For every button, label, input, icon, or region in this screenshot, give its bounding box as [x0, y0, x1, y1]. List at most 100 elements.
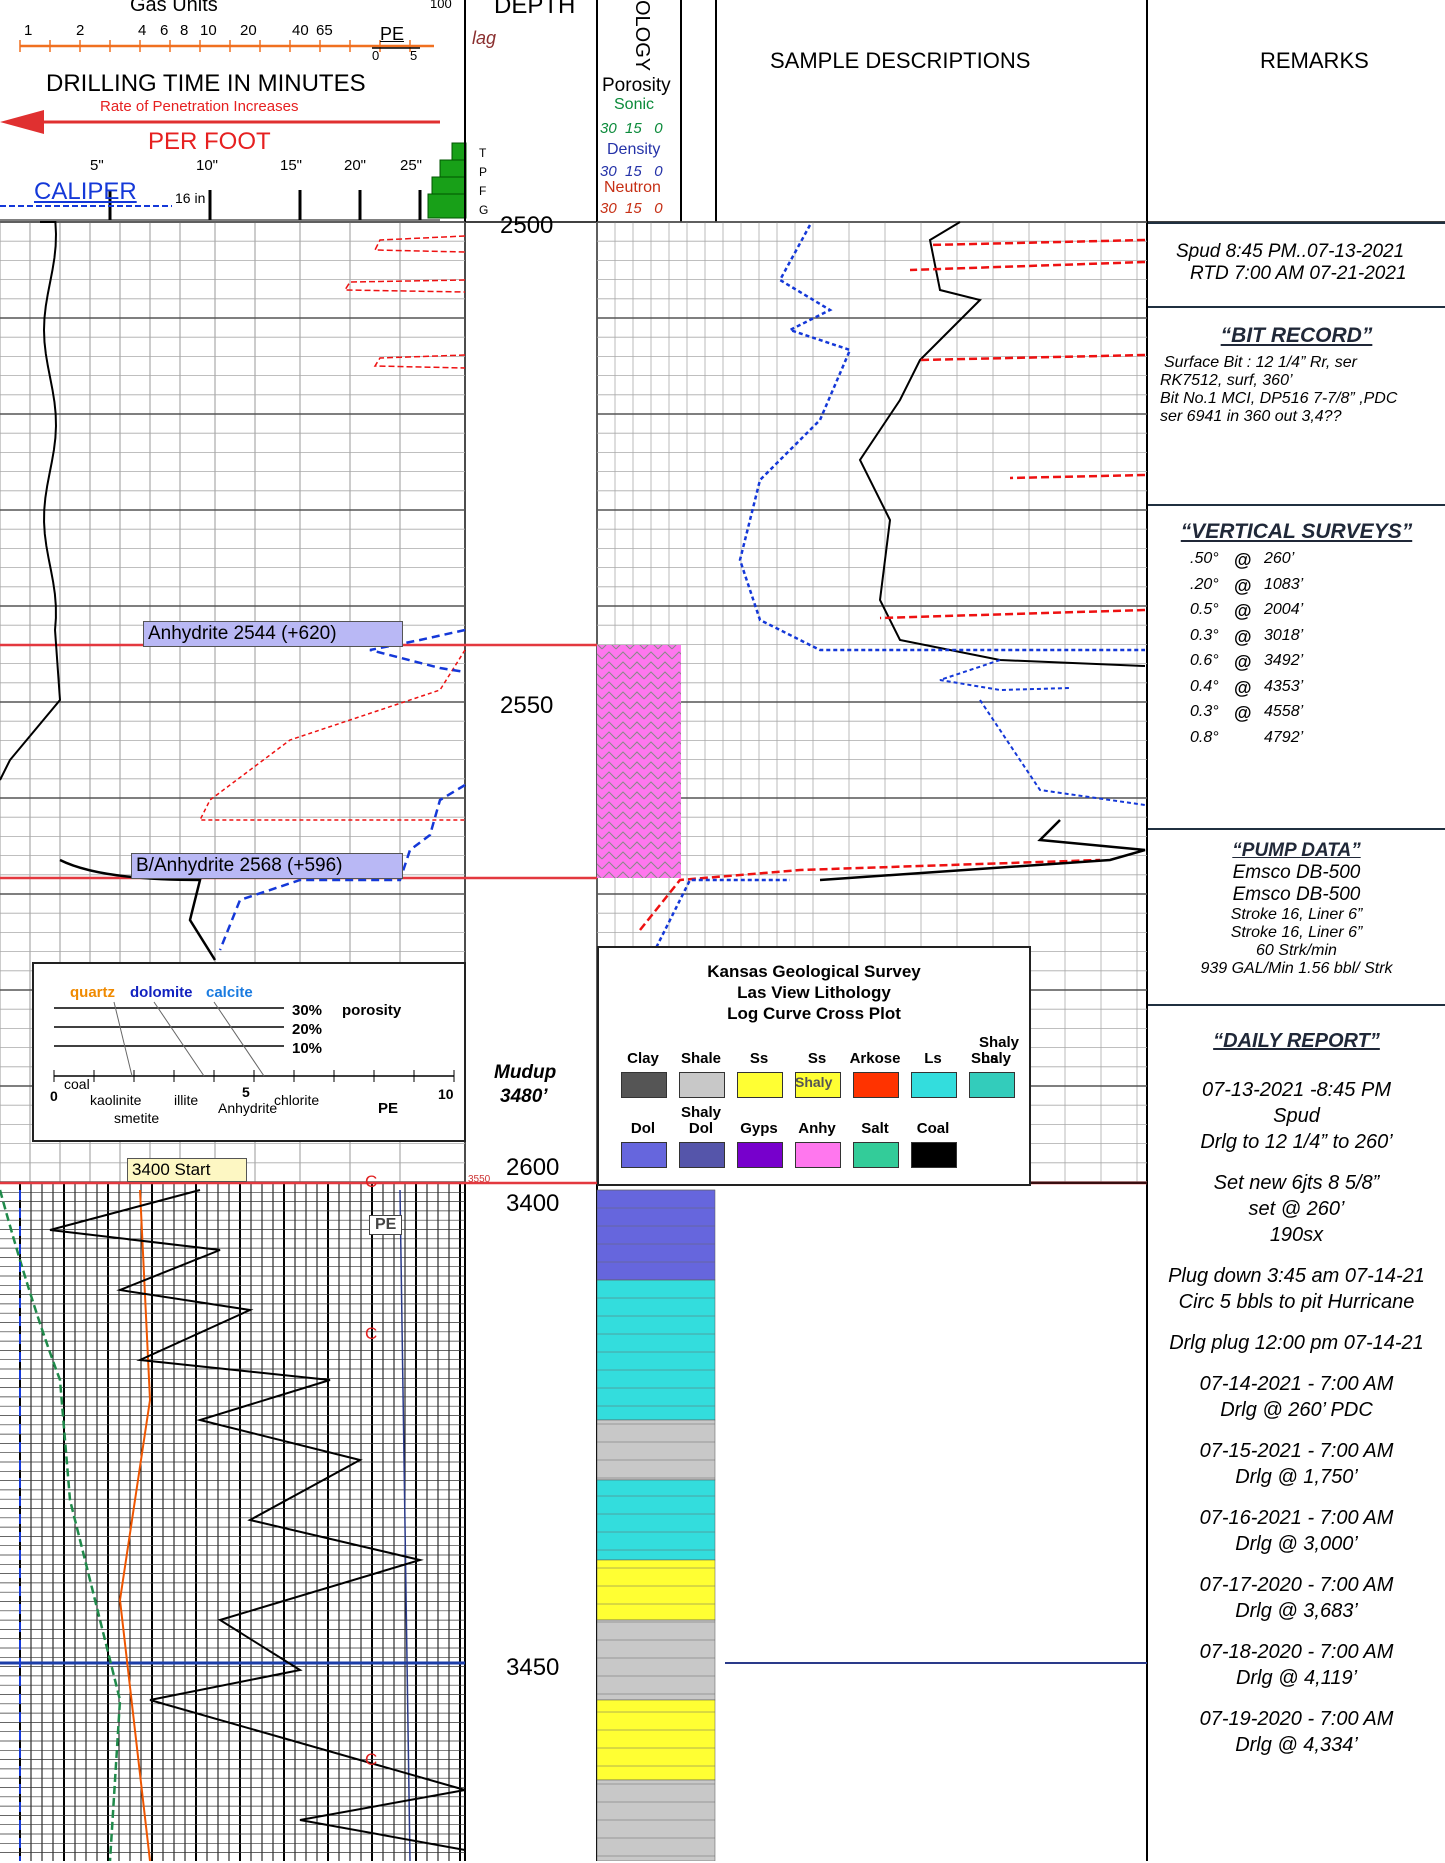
daily-line: 07-19-2020 - 7:00 AM — [1199, 1708, 1394, 1730]
depth-2500: 2500 — [500, 212, 554, 239]
survey-row: 0.4° @4353’ — [1148, 678, 1445, 704]
legend-swatch-ss-3 — [795, 1072, 841, 1098]
daily-line: Drlg @ 1,750’ — [1235, 1466, 1358, 1488]
spud-text: Spud 8:45 PM..07-13-2021 — [1176, 241, 1405, 262]
legend-swatch-clay-0 — [621, 1072, 667, 1098]
legend-dolomite: dolomite — [130, 984, 193, 1001]
bit-line-2: RK7512, surf, 360’ — [1160, 372, 1293, 389]
caliper-below — [218, 783, 466, 951]
sonic-label: Sonic — [614, 96, 655, 113]
mudup-label: Mudup — [494, 1062, 557, 1083]
tpfg-t: T — [479, 146, 487, 160]
survey-at: @ — [1234, 626, 1252, 647]
legend-5: 5 — [242, 1084, 250, 1100]
legend-label-anhy: Anhy — [798, 1120, 836, 1137]
sonic-low — [819, 819, 1146, 882]
lithology-legend: Kansas Geological Survey Las View Lithol… — [597, 946, 1031, 1186]
survey-row: .50° @260’ — [1148, 550, 1445, 576]
litho-legend-title2: Las View Lithology — [737, 983, 891, 1002]
minute-tick-3: 20" — [344, 157, 367, 174]
depth-2550: 2550 — [500, 692, 554, 719]
crossplot-lines — [53, 1001, 455, 1082]
daily-line: 190sx — [1269, 1224, 1324, 1246]
survey-at: @ — [1234, 601, 1252, 621]
survey-row: 0.3° @4558’ — [1148, 703, 1445, 729]
top-anhydrite-label: Anhydrite 2544 (+620) — [143, 621, 403, 647]
survey-depth: 4558’ — [1264, 703, 1304, 720]
lag-label: lag — [472, 28, 497, 48]
depth-header: DEPTH — [494, 0, 576, 19]
gas-tick-6: 6 — [160, 22, 169, 39]
survey-depth: 4792’ — [1264, 728, 1304, 746]
daily-report-title: “DAILY REPORT” — [1213, 1030, 1380, 1052]
show-bar-3 — [427, 193, 467, 219]
pump-line-1: Emsco DB-500 — [1232, 862, 1361, 883]
legend-calcite: calcite — [206, 984, 253, 1001]
legend-swatch-salt — [853, 1142, 899, 1168]
porosity-label: Porosity — [602, 75, 671, 96]
gas-max-label: 100 — [430, 0, 452, 11]
legend-porosity: porosity — [342, 1002, 402, 1019]
legend-label-coal: Coal — [916, 1120, 950, 1137]
anhydrite-litho-block — [597, 645, 681, 878]
daily-line: Drlg @ 3,683’ — [1235, 1600, 1358, 1622]
neutron-label: Neutron — [604, 179, 661, 196]
pump-line-2: Emsco DB-500 — [1232, 884, 1361, 905]
gas-spike-3 — [373, 354, 466, 369]
per-foot-label: PER FOOT — [148, 128, 271, 155]
survey-row: 0.6° @3492’ — [1148, 652, 1445, 678]
legend-coal: coal — [64, 1076, 90, 1092]
pump-line-4: Stroke 16, Liner 6” — [1230, 924, 1363, 941]
litho-legend-title3: Log Curve Cross Plot — [727, 1004, 901, 1023]
daily-line: set @ 260’ — [1248, 1198, 1345, 1220]
legend-swatch-dol — [621, 1142, 667, 1168]
survey-at: @ — [1234, 575, 1252, 596]
legend-30: 30% — [292, 1002, 323, 1019]
survey-at: @ — [1234, 677, 1252, 698]
legend-swatch-shale-1 — [679, 1072, 725, 1098]
gas-spike-2 — [343, 279, 466, 293]
depth-3550: 3550 — [468, 1174, 491, 1185]
daily-line: Circ 5 bbls to pit Hurricane — [1178, 1291, 1415, 1313]
drill-time-title: DRILLING TIME IN MINUTES — [46, 70, 366, 97]
legend-smetite: smetite — [114, 1110, 160, 1126]
pe-track-tag: PE — [369, 1215, 403, 1235]
legend-swatch-arkose-4 — [853, 1072, 899, 1098]
survey-degree: .50° — [1190, 550, 1219, 567]
lower-litho-block-3 — [596, 1479, 716, 1561]
legend-shaly-overlay: Shaly — [795, 1074, 833, 1090]
neutron-ticks: 30 15 0 — [600, 200, 663, 217]
daily-line — [1148, 1691, 1445, 1706]
survey-at: @ — [1234, 652, 1252, 672]
density-mid — [939, 659, 1146, 806]
legend-swatch-shalydol — [679, 1142, 725, 1168]
daily-line: Drlg @ 4,119’ — [1235, 1667, 1358, 1689]
survey-degree: 0.4° — [1190, 677, 1219, 695]
daily-line: Drlg plug 12:00 pm 07-14-21 — [1169, 1332, 1424, 1354]
survey-degree: 0.3° — [1190, 626, 1219, 644]
bit-line-3: Bit No.1 MCI, DP516 7-7/8” ,PDC — [1160, 390, 1398, 407]
lower-litho-block-4 — [596, 1559, 716, 1621]
daily-line — [1148, 1248, 1445, 1263]
caliper-label: CALIPER — [34, 178, 137, 205]
tpfg-f: F — [479, 184, 487, 198]
pump-line-5: 60 Strk/min — [1256, 942, 1337, 959]
lower-pe — [399, 1189, 411, 1861]
bit-line-4: ser 6941 in 360 out 3,4?? — [1160, 408, 1342, 425]
pe-tick-5: 5 — [410, 48, 418, 63]
daily-line — [1148, 1356, 1445, 1371]
daily-line: 07-14-2021 - 7:00 AM — [1199, 1373, 1394, 1395]
survey-depth: 260’ — [1264, 550, 1295, 567]
survey-row: .20° @1083’ — [1148, 576, 1445, 602]
gas-tick-20: 20 — [240, 22, 257, 39]
minute-tick-2: 15" — [280, 157, 303, 174]
legend-label-shalyls-6: Shaly — [970, 1050, 1012, 1067]
density-upper — [738, 224, 1145, 652]
survey-row: 0.5° @2004’ — [1148, 601, 1445, 627]
daily-line — [1148, 1423, 1445, 1438]
daily-line: Plug down 3:45 am 07-14-21 — [1168, 1265, 1425, 1287]
pump-data-title: “PUMP DATA” — [1232, 840, 1361, 861]
gas-units-label: Gas Units — [130, 0, 218, 16]
survey-at: @ — [1234, 703, 1252, 723]
lower-litho-block-2 — [596, 1419, 716, 1481]
